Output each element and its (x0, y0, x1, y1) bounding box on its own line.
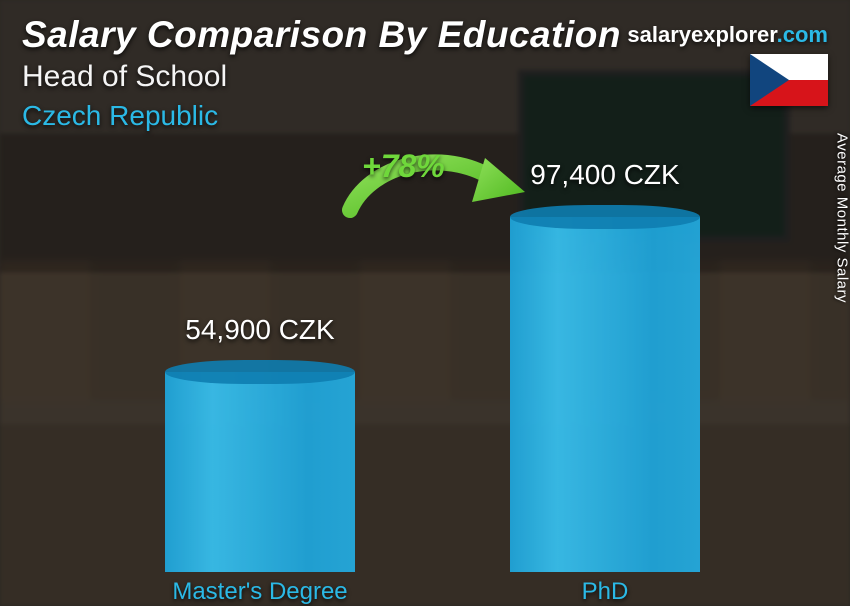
brand-label: salaryexplorer.com (627, 22, 828, 48)
page-title: Salary Comparison By Education (22, 14, 621, 56)
brand-part1: salaryexplorer (627, 22, 776, 47)
bar-chart: 54,900 CZKMaster's Degree 97,400 CZKPhD (0, 152, 850, 572)
bar-value-phd: 97,400 CZK (475, 159, 735, 191)
brand-part2: .com (777, 22, 828, 47)
infographic-stage: Salary Comparison By Education Head of S… (0, 0, 850, 606)
bar-masters: 54,900 CZKMaster's Degree (165, 372, 355, 572)
bar-label-masters: Master's Degree (130, 578, 390, 606)
header-block: Salary Comparison By Education Head of S… (22, 14, 621, 132)
country-label: Czech Republic (22, 100, 621, 132)
bar-phd: 97,400 CZKPhD (510, 217, 700, 572)
bar-value-masters: 54,900 CZK (130, 314, 390, 346)
bar-label-phd: PhD (475, 578, 735, 606)
czech-flag-icon (750, 54, 828, 106)
page-subtitle: Head of School (22, 60, 621, 94)
